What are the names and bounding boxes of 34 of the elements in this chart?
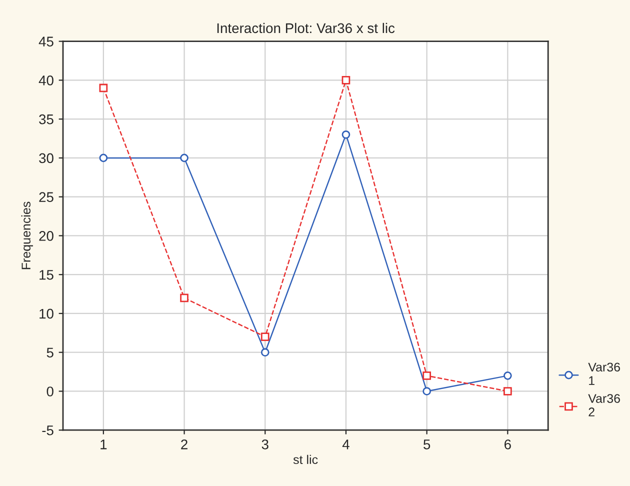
point [504,387,512,396]
point [504,372,512,380]
point [180,154,188,162]
y-tick-label: 15 [40,270,54,280]
x-axis-title: st lic [293,454,318,464]
point [99,84,108,92]
y-tick-label: 30 [39,153,54,164]
y-tick-label: 5 [46,348,54,358]
x-tick-label: 4 [342,440,350,450]
y-tick-label: 25 [39,192,54,202]
point [422,387,431,396]
point [422,372,431,380]
point [180,294,188,302]
y-tick-label: -5 [42,426,54,436]
y-tick-label: 35 [39,114,54,124]
chart-title: Interaction Plot: Var36 x st lic [217,22,395,34]
y-tick-label: 0 [46,386,54,396]
y-tick-label: 40 [38,76,54,86]
point [260,348,270,357]
x-tick-label: 3 [262,440,268,450]
x-tick-label: 6 [504,440,511,450]
legend-label: Var36 1 [588,362,620,385]
y-tick-label: 10 [40,308,54,319]
y-axis-title: Frequencies [21,202,33,270]
y-tick-label: 20 [39,231,54,241]
point [99,154,108,162]
point [342,130,350,139]
y-tick-label: 45 [38,36,54,46]
legend-label: Var36 2 [588,394,620,416]
x-tick-label: 2 [181,440,188,450]
x-tick-label: 5 [424,440,430,450]
point [342,76,350,84]
point [260,332,270,341]
x-tick-label: 1 [100,440,107,450]
